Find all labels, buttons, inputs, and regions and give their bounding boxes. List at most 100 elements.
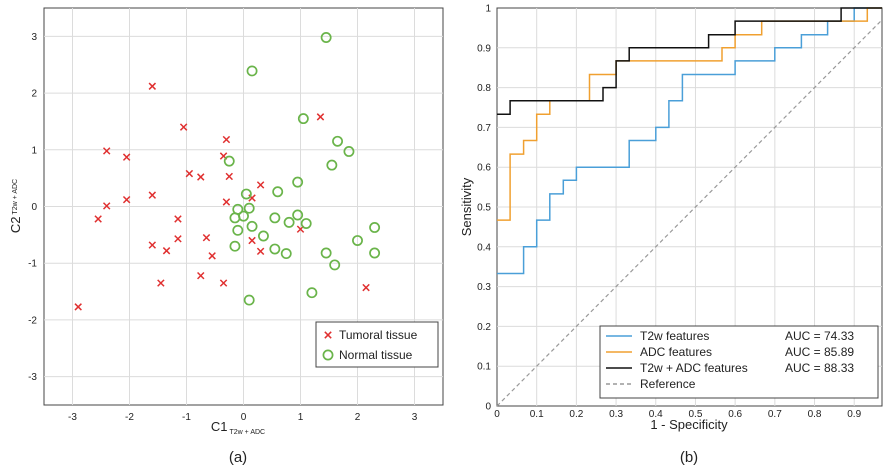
normal-point <box>343 146 355 157</box>
x-tick-label: -1 <box>182 412 191 423</box>
normal-point <box>332 135 343 147</box>
y-tick-label: -3 <box>28 372 37 383</box>
tumoral-point <box>162 247 171 255</box>
normal-point <box>246 220 258 232</box>
normal-point <box>352 235 363 246</box>
x-tick-label: 0.9 <box>847 409 861 420</box>
normal-point <box>369 222 381 233</box>
tumoral-point <box>157 279 165 287</box>
y-tick-label: 0.6 <box>477 163 491 174</box>
tumoral-point <box>185 169 194 178</box>
tumoral-point <box>174 235 182 243</box>
x-tick-label: 0.8 <box>808 409 822 420</box>
tumoral-point <box>148 241 157 249</box>
tumoral-point <box>222 198 231 206</box>
scatter-panel: -3 -2 -1 0 1 2 3 -3 -2 -1 0 1 2 3 C1 T2w + ADC C2T2w … <box>8 7 444 466</box>
tumoral-point <box>208 252 216 260</box>
y-tick-label: 0.4 <box>477 242 491 253</box>
normal-point <box>269 212 281 224</box>
legend-label: T2w + ADC features <box>640 361 748 375</box>
scatter-y-ticks: -3 -2 -1 0 1 2 3 <box>28 32 37 383</box>
normal-point <box>243 202 255 214</box>
normal-point <box>297 113 309 125</box>
x-tick-label: -2 <box>125 412 134 423</box>
legend-auc: AUC = 88.33 <box>785 361 854 375</box>
legend-x-marker <box>324 331 332 339</box>
normal-point <box>243 294 255 306</box>
normal-point <box>229 240 241 252</box>
tumoral-point <box>362 283 370 292</box>
y-tick-label: 0.8 <box>477 83 491 94</box>
x-tick-label: 0 <box>241 412 247 423</box>
y-tick-label: 3 <box>31 32 37 43</box>
tumoral-point <box>174 215 182 223</box>
normal-point <box>223 155 235 167</box>
legend-circle-marker <box>322 349 334 361</box>
x-tick-label: 0.6 <box>728 409 742 420</box>
y-tick-label: 0.2 <box>477 322 491 333</box>
normal-point <box>292 209 304 221</box>
legend-label: T2w features <box>640 329 709 343</box>
x-tick-label: 1 <box>298 412 304 423</box>
normal-point <box>283 216 295 228</box>
roc-x-label: 1 - Specificity <box>650 417 728 432</box>
tumoral-point <box>148 82 157 90</box>
y-tick-label: 1 <box>485 4 491 15</box>
scatter-y-label: C2T2w + ADC <box>8 179 23 233</box>
tumoral-point <box>94 215 102 223</box>
tumoral-point <box>148 191 157 199</box>
tumoral-point <box>316 113 325 121</box>
tumoral-point <box>248 236 256 245</box>
normal-point <box>238 210 249 222</box>
legend-label-normal: Normal tissue <box>339 348 413 362</box>
y-tick-label: -2 <box>28 315 37 326</box>
roc-curves <box>496 7 883 407</box>
tumoral-point <box>256 181 265 189</box>
roc-legend-entries: T2w features AUC = 74.33 ADC features AUC =… <box>606 329 854 391</box>
scatter-legend-box <box>315 321 439 368</box>
tumoral-point <box>256 247 265 256</box>
legend-marker-normal <box>322 349 334 361</box>
roc-panel: 0 0.1 0.2 0.3 0.4 0.5 0.6 0.7 0.8 0.9 00.10.20.30… <box>459 4 883 466</box>
legend-label-tumoral: Tumoral tissue <box>339 328 418 342</box>
roc-legend-box <box>599 325 879 399</box>
x-tick-label: 3 <box>412 412 418 423</box>
roc-y-label: Sensitivity <box>459 177 474 236</box>
x-tick-label: 0.4 <box>649 409 663 420</box>
normal-point <box>258 230 269 242</box>
tumoral-point <box>74 303 82 311</box>
tumoral-point <box>102 147 111 155</box>
normal-point <box>369 247 381 259</box>
normal-point <box>306 287 318 299</box>
normal-point <box>269 243 281 255</box>
normal-point <box>240 188 252 200</box>
legend-auc: AUC = 74.33 <box>785 329 854 343</box>
x-tick-label: 0.1 <box>530 409 544 420</box>
normal-point <box>320 32 332 43</box>
roc-curve-t2w-features <box>497 7 882 275</box>
normal-point <box>280 248 292 260</box>
x-tick-label: 0.5 <box>689 409 703 420</box>
tumoral-point <box>102 202 111 210</box>
tumoral-point <box>222 135 231 144</box>
normal-point <box>300 218 312 229</box>
tumoral-point <box>197 271 205 280</box>
normal-point <box>329 259 341 271</box>
caption-b: (b) <box>680 449 698 466</box>
normal-point <box>320 247 332 259</box>
roc-y-ticks: 0 0.1 0.2 0.3 0.4 0.5 0.6 0.7 0.8 0.9 1 <box>477 4 491 413</box>
y-tick-label: 0 <box>31 202 37 213</box>
roc-curve-t2w-adc-features <box>497 7 882 116</box>
tumoral-point <box>179 123 188 131</box>
tumoral-point <box>197 173 205 181</box>
scatter-points <box>74 32 381 311</box>
normal-point <box>232 224 244 236</box>
y-tick-label: 0.9 <box>477 43 491 54</box>
scatter-legend: Tumoral tissue Normal tissue <box>315 321 439 368</box>
tumoral-point <box>122 153 131 161</box>
tumoral-point <box>225 172 233 181</box>
x-tick-label: 2 <box>355 412 361 423</box>
y-tick-label: -1 <box>28 259 37 270</box>
legend-auc: AUC = 85.89 <box>785 345 854 359</box>
